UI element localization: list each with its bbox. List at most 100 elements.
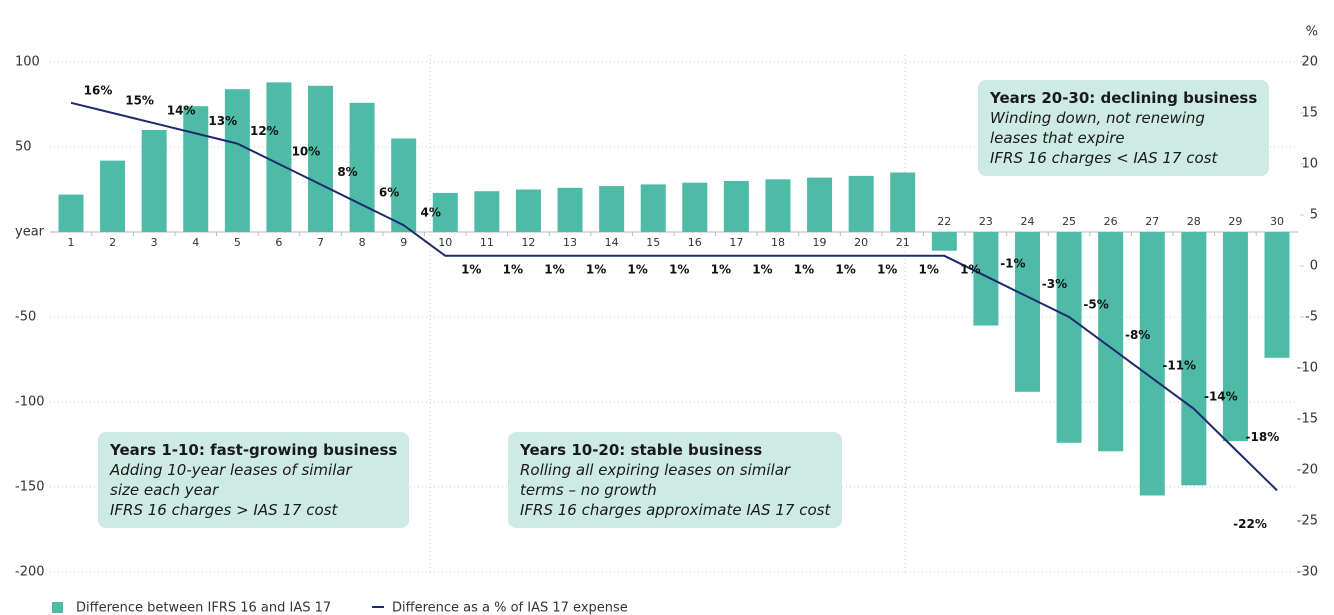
data-label: 1%	[794, 262, 814, 276]
y2-tick-label: -15	[1297, 412, 1318, 427]
y-tick-label: year	[15, 225, 45, 240]
data-label: 16%	[84, 83, 113, 97]
data-label: 13%	[208, 114, 237, 128]
annotation-text: Rolling all expiring leases on similar	[520, 461, 791, 479]
data-label: 14%	[167, 104, 196, 118]
data-label: -8%	[1125, 328, 1150, 342]
bar	[308, 85, 334, 232]
y2-tick-label: -10	[1297, 361, 1318, 376]
y-tick-label: -200	[15, 565, 45, 580]
x-tick-label: 27	[1145, 215, 1159, 228]
x-tick-label: 2	[109, 236, 116, 249]
annotation: Years 20-30: declining business Winding d…	[978, 80, 1270, 176]
y-tick-label: -100	[15, 395, 45, 410]
data-label: 1%	[461, 262, 481, 276]
bar	[58, 194, 84, 232]
bar	[224, 89, 250, 232]
x-tick-label: 17	[729, 236, 743, 249]
bar	[765, 179, 791, 232]
x-tick-label: 18	[771, 236, 785, 249]
data-label: 1%	[919, 262, 939, 276]
annotation-title: Years 1-10: fast-growing business	[110, 441, 398, 459]
y2-tick-label: -5	[1305, 310, 1318, 325]
data-label: 4%	[421, 206, 441, 220]
data-label: 8%	[337, 165, 357, 179]
bar	[1014, 232, 1040, 392]
bar	[266, 82, 292, 233]
data-label: -14%	[1204, 389, 1238, 403]
data-label: 1%	[877, 262, 897, 276]
x-tick-label: 22	[937, 215, 951, 228]
data-label: 1%	[752, 262, 772, 276]
bar	[100, 160, 126, 232]
bar	[391, 138, 417, 232]
data-label: 1%	[669, 262, 689, 276]
y2-tick-label: -25	[1297, 514, 1318, 529]
bar	[599, 186, 625, 232]
x-tick-label: 30	[1270, 215, 1284, 228]
x-tick-label: 11	[480, 236, 494, 249]
x-tick-label: 1	[68, 236, 75, 249]
x-tick-label: 8	[359, 236, 366, 249]
bar	[557, 187, 583, 232]
bar	[141, 130, 167, 232]
bar	[1139, 232, 1165, 496]
data-label: -22%	[1233, 517, 1267, 531]
x-tick-label: 24	[1020, 215, 1034, 228]
y-tick-label: -150	[15, 480, 45, 495]
data-label: -3%	[1042, 277, 1067, 291]
data-label: 1%	[544, 262, 564, 276]
data-label: -18%	[1246, 430, 1280, 444]
x-tick-label: 4	[192, 236, 199, 249]
bar	[183, 106, 209, 232]
annotation-text: leases that expire	[990, 129, 1125, 147]
data-label: 1%	[503, 262, 523, 276]
y2-tick-label: -20	[1297, 463, 1318, 478]
x-tick-label: 6	[275, 236, 282, 249]
data-label: 1%	[586, 262, 606, 276]
data-label: -5%	[1083, 298, 1108, 312]
x-tick-label: 26	[1104, 215, 1118, 228]
legend-label: Difference as a % of IAS 17 expense	[392, 601, 628, 615]
bar	[515, 189, 541, 232]
data-label: 15%	[125, 94, 154, 108]
x-tick-label: 13	[563, 236, 577, 249]
y2-tick-label: 5	[1310, 208, 1318, 223]
x-tick-label: 21	[896, 236, 910, 249]
bar	[682, 182, 708, 232]
annotation-text: IFRS 16 charges > IAS 17 cost	[110, 501, 338, 519]
bar	[1222, 232, 1248, 442]
y2-tick-label: 20	[1301, 55, 1318, 70]
annotation-text: terms – no growth	[520, 481, 657, 499]
bar	[432, 192, 458, 232]
annotation-text: IFRS 16 charges approximate IAS 17 cost	[520, 501, 831, 519]
x-tick-label: 16	[688, 236, 702, 249]
bar	[1181, 232, 1207, 486]
legend-swatch	[52, 602, 63, 613]
data-label: 12%	[250, 124, 279, 138]
annotation-text: Winding down, not renewing	[990, 109, 1205, 127]
line	[70, 101, 1278, 492]
bar	[848, 175, 874, 232]
data-label: 10%	[292, 145, 321, 159]
bar	[349, 102, 375, 232]
x-tick-label: 19	[813, 236, 827, 249]
data-label: 1%	[711, 262, 731, 276]
bar	[474, 191, 500, 232]
y-tick-label: 100	[15, 55, 40, 70]
x-tick-label: 7	[317, 236, 324, 249]
data-label: 6%	[379, 185, 399, 199]
annotation-text: Adding 10-year leases of similar	[110, 461, 352, 479]
y-tick-label: 50	[15, 140, 32, 155]
y-tick-label: -50	[15, 310, 36, 325]
data-label: 1%	[960, 262, 980, 276]
x-tick-label: 3	[151, 236, 158, 249]
y2-axis-label: %	[1306, 25, 1318, 40]
annotation: Years 1-10: fast-growing business Adding …	[98, 432, 410, 528]
bar	[1264, 232, 1290, 358]
y2-tick-label: 10	[1301, 157, 1318, 172]
y2-tick-label: 0	[1310, 259, 1318, 274]
x-tick-label: 25	[1062, 215, 1076, 228]
annotation-text: IFRS 16 charges < IAS 17 cost	[990, 149, 1218, 167]
